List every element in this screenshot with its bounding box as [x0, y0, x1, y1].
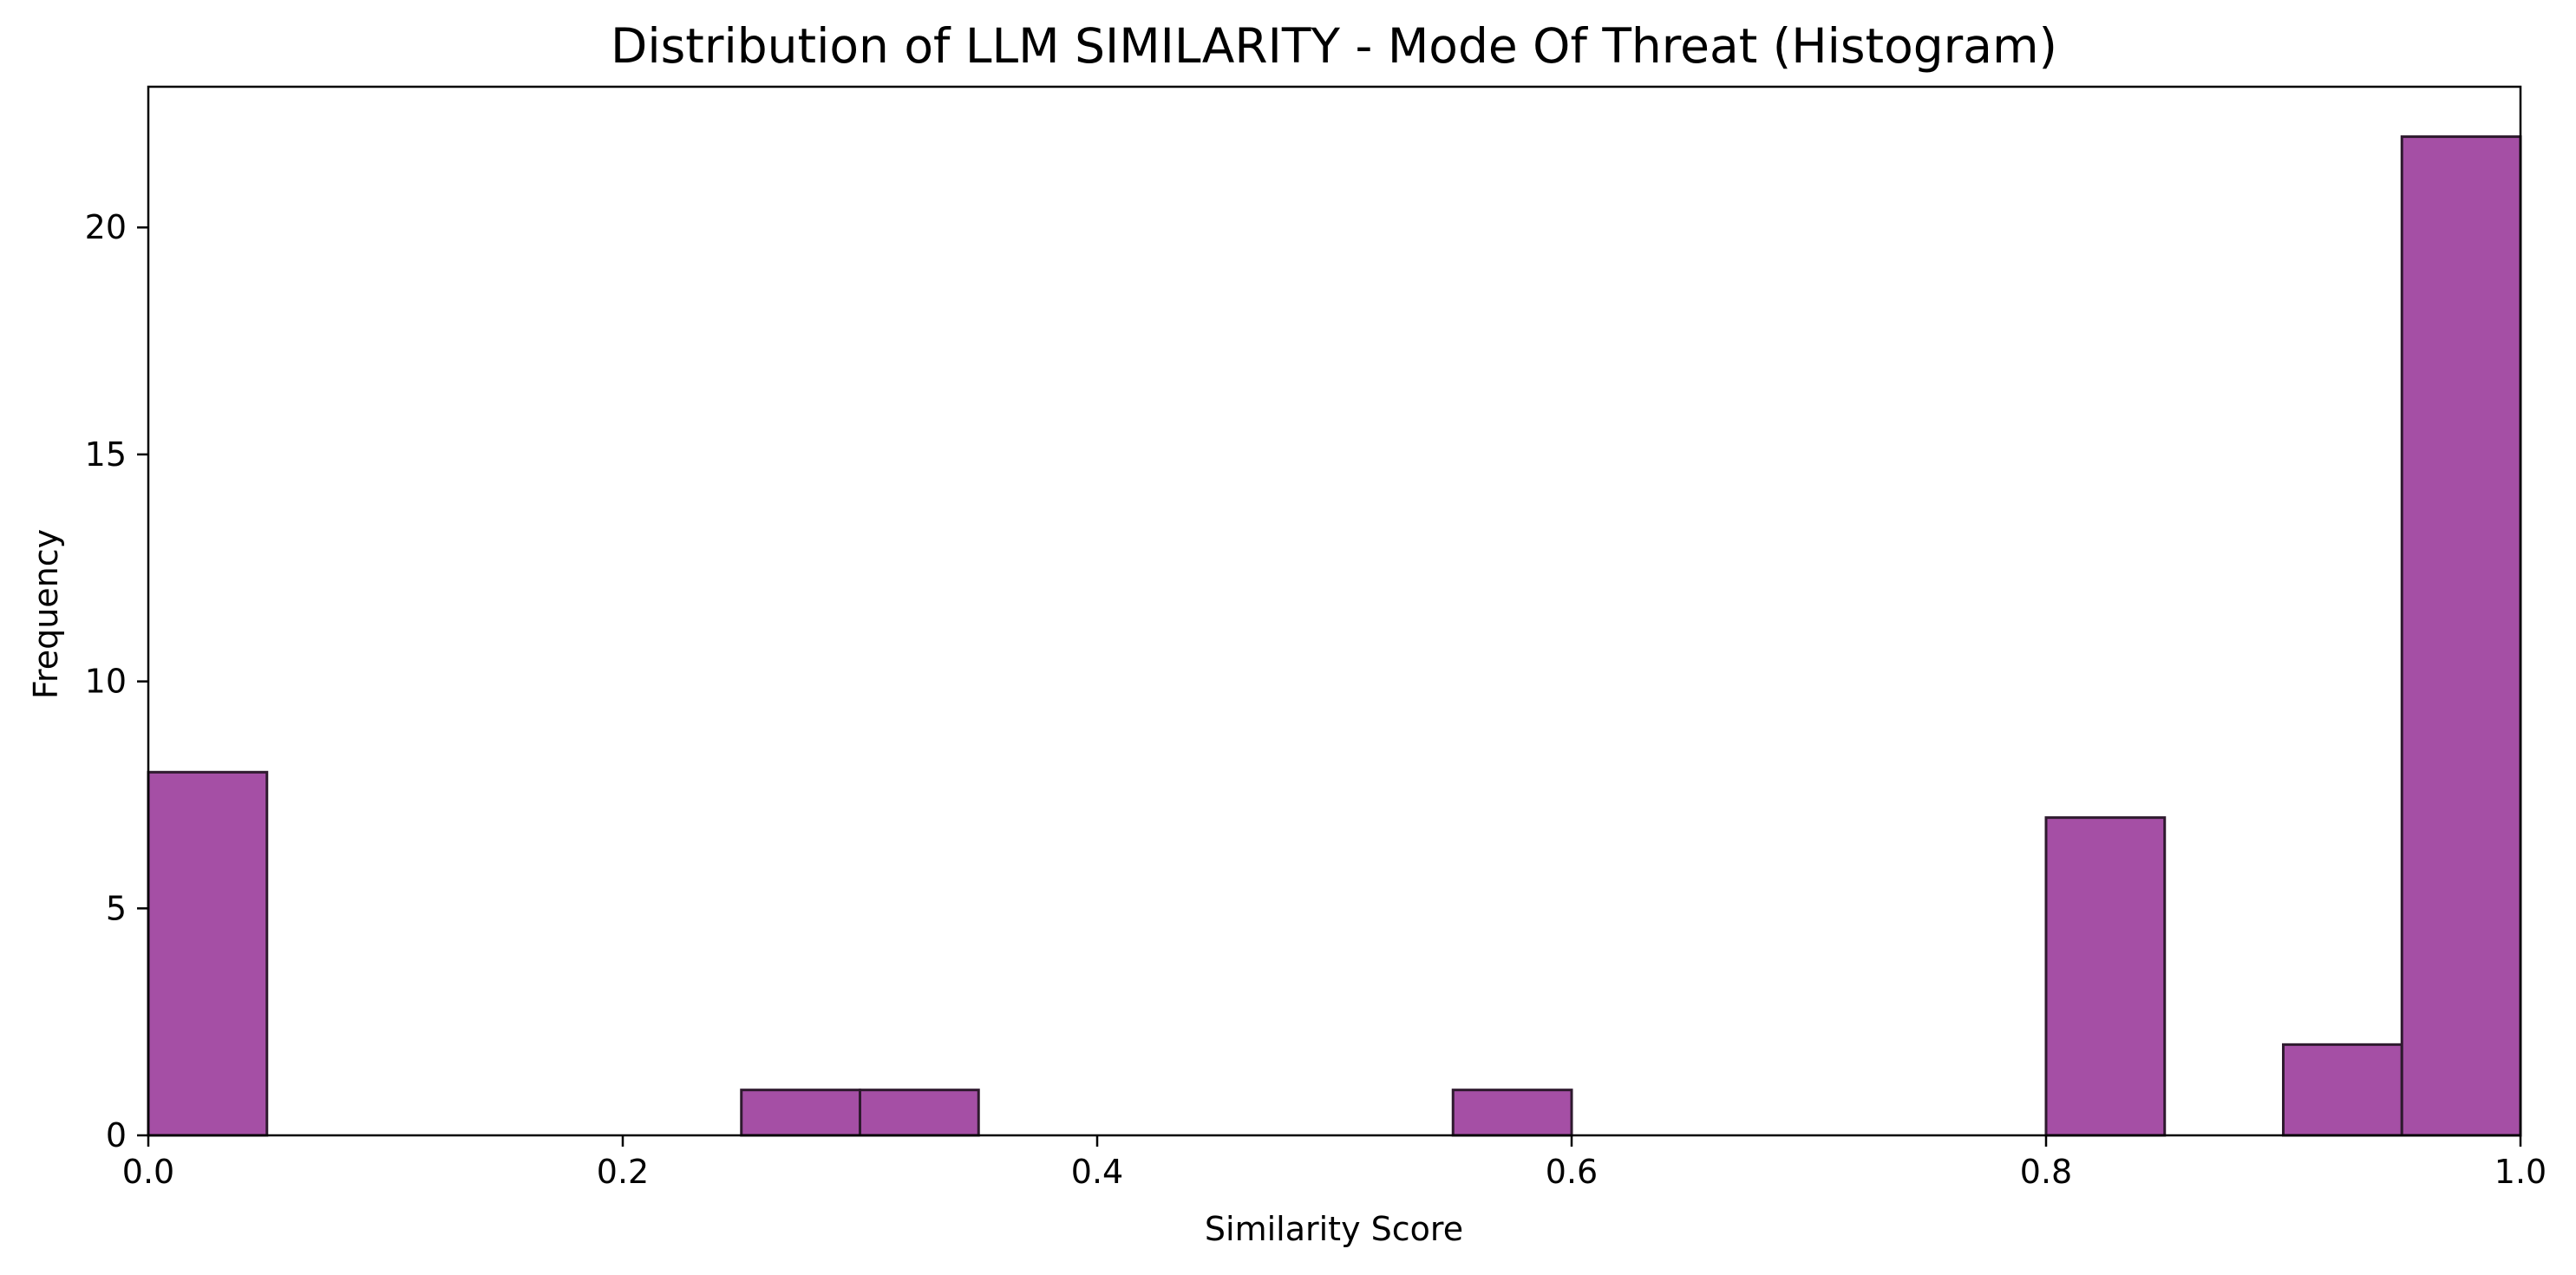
x-tick-label: 1.0 — [2494, 1153, 2547, 1191]
y-tick-label: 20 — [85, 208, 127, 246]
y-tick-label: 5 — [106, 889, 127, 927]
histogram-bar-19 — [2400, 135, 2522, 1137]
histogram-bar-6 — [859, 1089, 980, 1137]
y-tick-label: 15 — [85, 435, 127, 474]
x-tick-label: 0.4 — [1071, 1153, 1123, 1191]
bars-group — [147, 135, 2522, 1137]
y-tick-label: 0 — [106, 1116, 127, 1154]
y-axis-ticks: 0 5 10 15 20 — [85, 208, 148, 1154]
x-axis-label: Similarity Score — [1205, 1210, 1463, 1248]
y-axis-label: Frequency — [27, 529, 65, 699]
histogram-bar-18 — [2282, 1043, 2403, 1137]
x-tick-label: 0.6 — [1546, 1153, 1598, 1191]
x-tick-label: 0.2 — [597, 1153, 649, 1191]
histogram-bar-0 — [147, 770, 269, 1137]
histogram-bar-16 — [2044, 816, 2167, 1137]
x-axis-ticks: 0.0 0.2 0.4 0.6 0.8 1.0 — [122, 1135, 2547, 1191]
plot-frame — [147, 85, 2522, 1137]
x-tick-label: 0.8 — [2020, 1153, 2072, 1191]
x-tick-label: 0.0 — [122, 1153, 174, 1191]
histogram-bar-11 — [1451, 1089, 1573, 1137]
chart-title: Distribution of LLM SIMILARITY - Mode Of… — [611, 18, 2057, 74]
y-tick-label: 10 — [85, 663, 127, 701]
histogram-bar-5 — [740, 1089, 861, 1137]
